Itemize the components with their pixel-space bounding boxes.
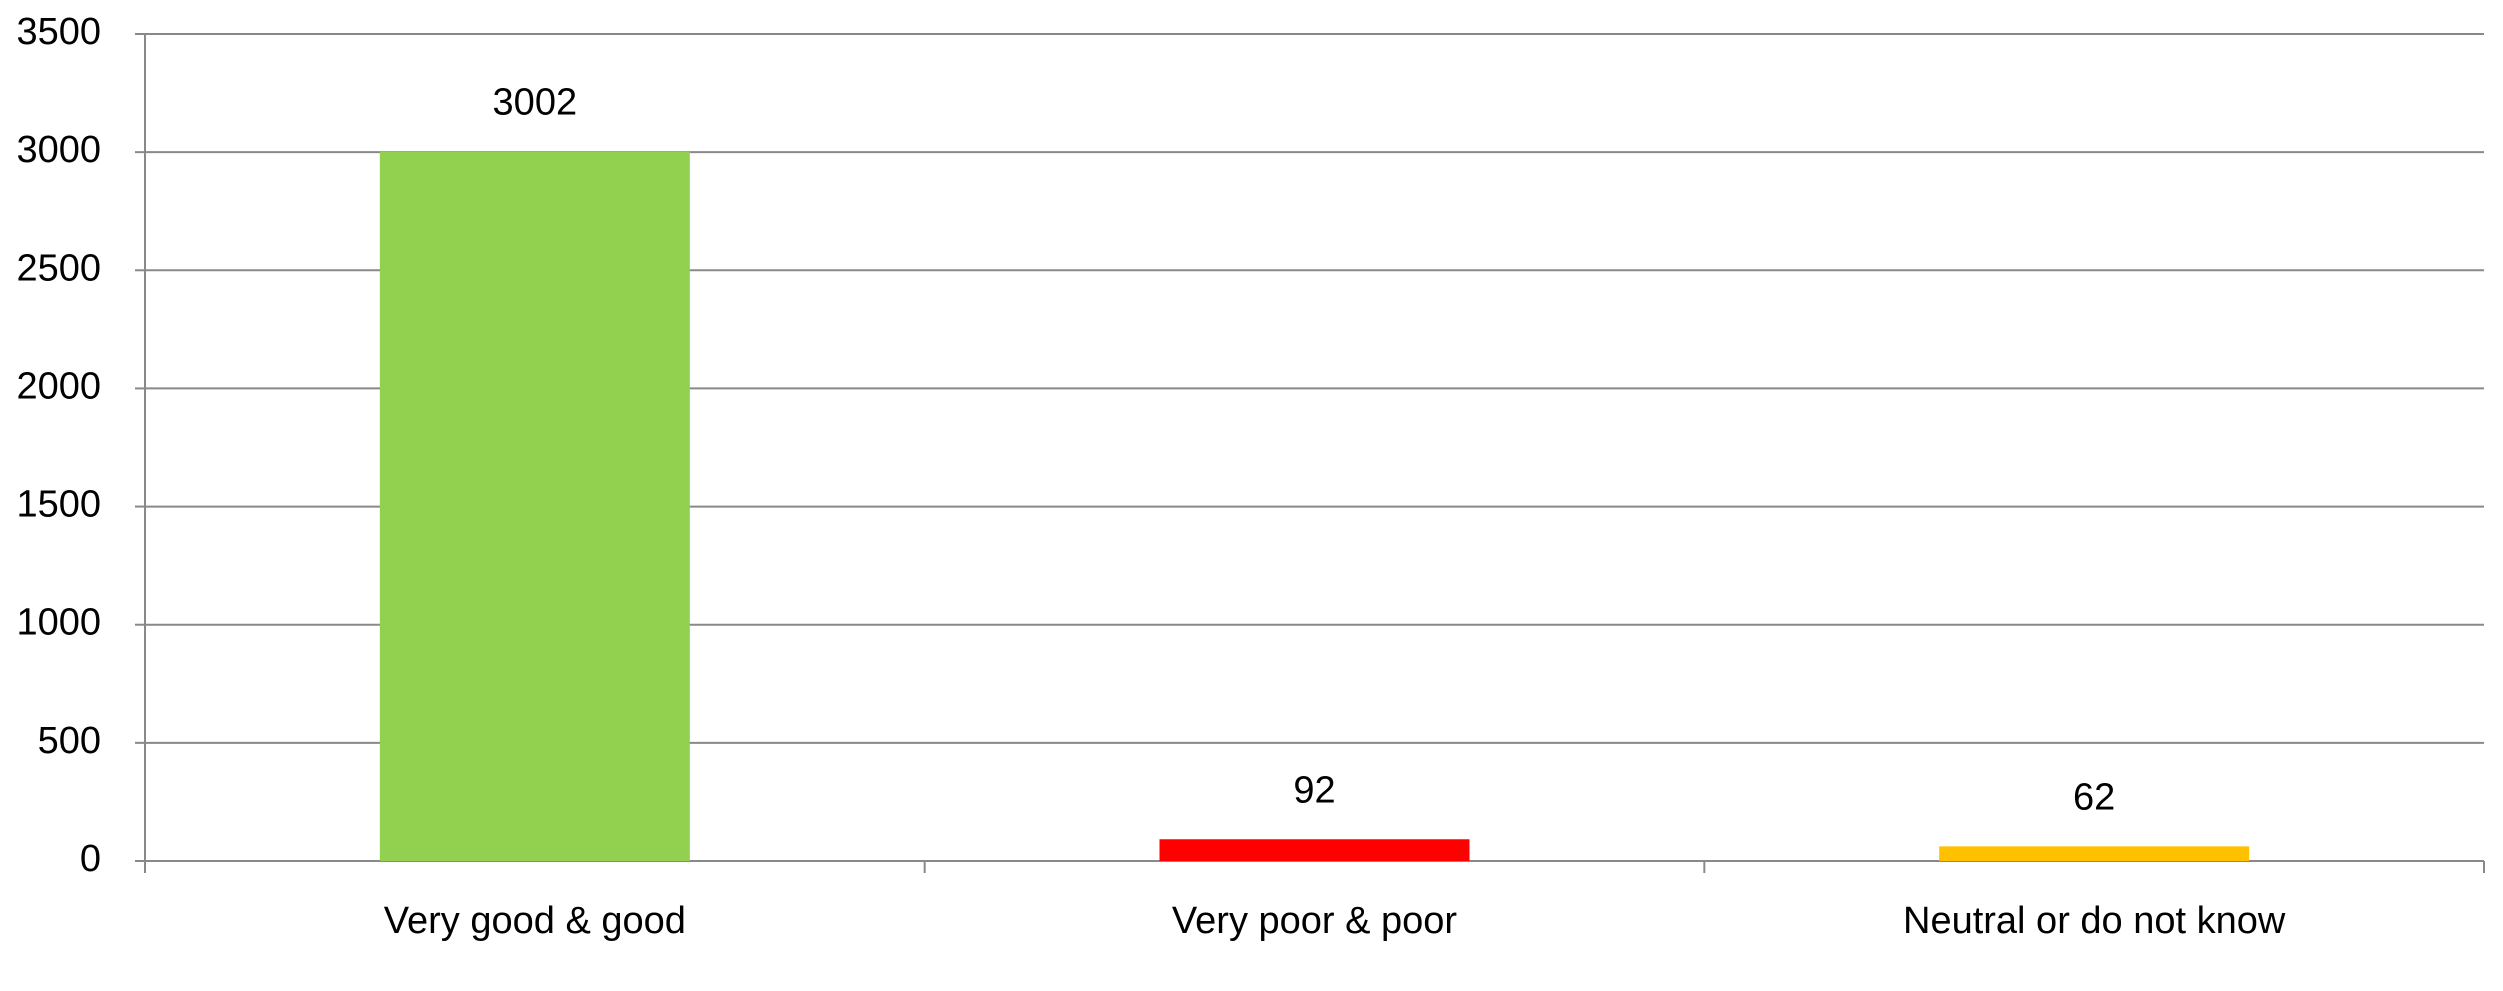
x-tick-label: Very poor & poor: [1172, 900, 1458, 942]
data-label: 3002: [493, 82, 578, 124]
bar: [1159, 839, 1470, 861]
y-tick-label: 1500: [16, 484, 101, 526]
x-tick-label: Neutral or do not know: [1903, 900, 2286, 942]
y-tick-label: 0: [80, 838, 101, 880]
x-tick-label: Very good & good: [384, 900, 686, 942]
data-label: 62: [2073, 776, 2115, 818]
y-tick-label: 3500: [16, 11, 101, 53]
bar: [1939, 846, 2250, 861]
y-tick-label: 1000: [16, 602, 101, 644]
y-tick-label: 2500: [16, 247, 101, 289]
y-tick-label: 2000: [16, 365, 101, 407]
y-tick-label: 500: [38, 720, 101, 762]
y-tick-label: 3000: [16, 129, 101, 171]
data-label: 92: [1293, 769, 1335, 811]
bar: [379, 151, 690, 861]
